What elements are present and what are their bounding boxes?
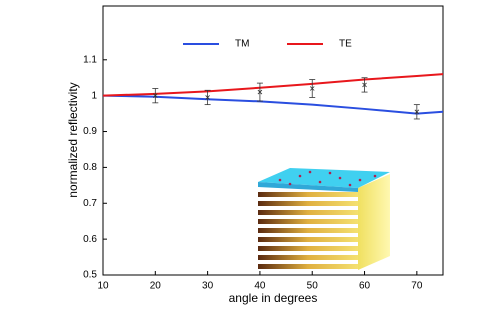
- x-tick-label: 70: [411, 281, 423, 292]
- x-tick-label: 50: [307, 281, 319, 292]
- x-tick-label: 20: [150, 281, 162, 292]
- y-tick-label: 1.1: [83, 54, 97, 65]
- plot-frame: [102, 5, 444, 276]
- error-bar: [256, 82, 263, 102]
- x-tick-label: 30: [202, 281, 214, 292]
- y-tick-label: 0.8: [83, 162, 97, 173]
- x-axis-label: angle in degrees: [229, 291, 318, 305]
- y-tick-label: 0.6: [83, 234, 97, 245]
- error-bar: [309, 79, 316, 98]
- x-tick-label: 10: [97, 281, 109, 292]
- x-tick-label: 60: [359, 281, 371, 292]
- inset-illustration: [258, 168, 390, 270]
- error-bar: [152, 88, 159, 104]
- line-series: [102, 94, 444, 115]
- y-tick-label: 0.5: [83, 270, 97, 281]
- error-bar: [204, 89, 211, 106]
- legend-label: TM: [235, 39, 249, 50]
- y-tick-label: 0.9: [83, 126, 97, 137]
- y-axis-label: normalized reflectivity: [66, 82, 80, 197]
- legend-label: TE: [339, 39, 352, 50]
- y-tick-label: 0.7: [83, 198, 97, 209]
- y-tick-label: 1: [91, 90, 97, 101]
- error-bar: [413, 104, 420, 120]
- error-bar: [361, 77, 368, 93]
- line-series: [102, 73, 444, 97]
- x-tick-label: 40: [254, 281, 266, 292]
